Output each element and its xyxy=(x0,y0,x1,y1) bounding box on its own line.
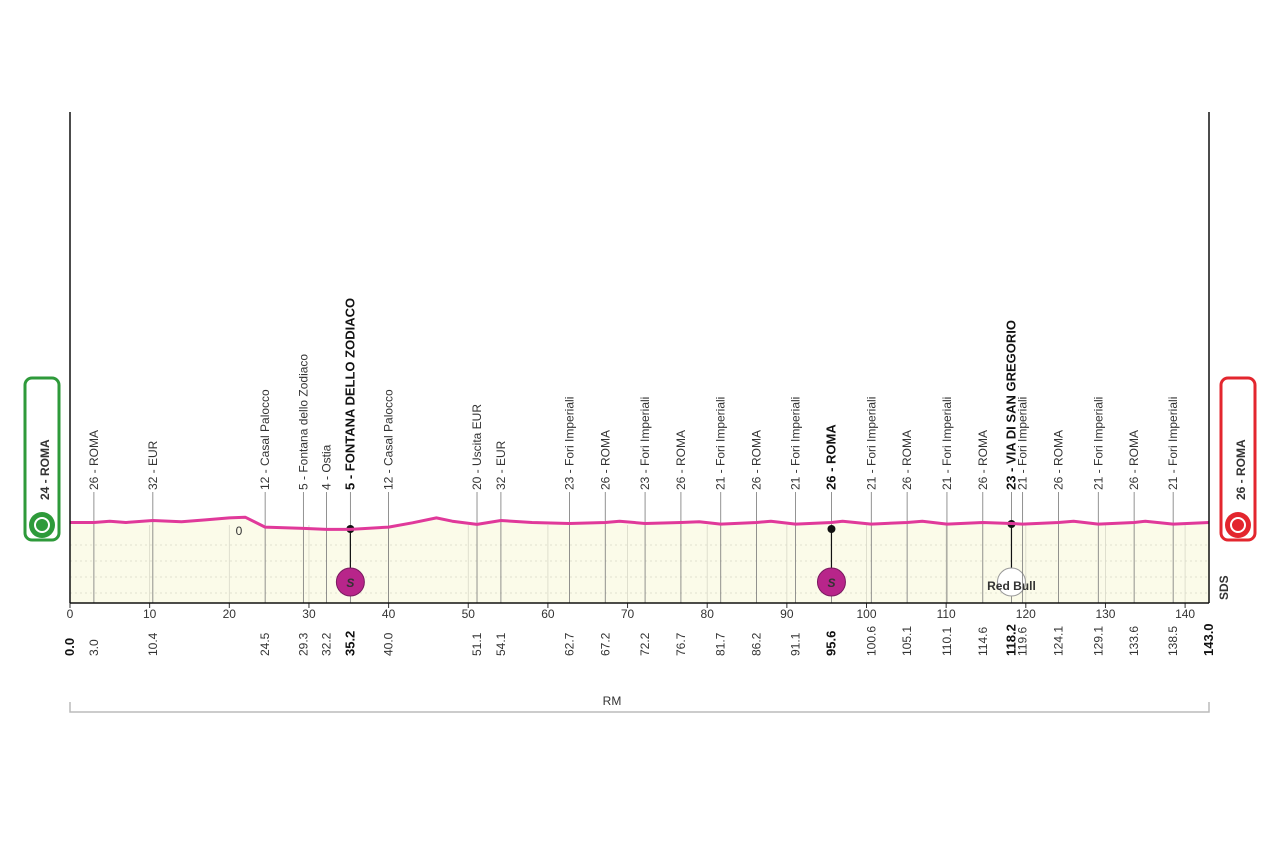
sprint-icon xyxy=(335,567,365,597)
x-tick-label: 0 xyxy=(67,607,74,621)
sprint-icon-label: S xyxy=(827,576,835,590)
waypoint-label: 26 - ROMA xyxy=(823,424,838,490)
waypoint-label: 12 - Casal Palocco xyxy=(382,389,396,490)
logo: SDS xyxy=(1217,575,1231,600)
waypoint-label: 32 - EUR xyxy=(494,440,508,490)
sponsor-icon xyxy=(996,567,1026,597)
elevation-marker: 0 xyxy=(236,524,243,538)
waypoint-label: 23 - VIA DI SAN GREGORIO xyxy=(1003,320,1018,490)
km-label: 29.3 xyxy=(296,632,310,656)
waypoint-label: 32 - EUR xyxy=(146,440,160,490)
km-label: 143.0 xyxy=(1201,623,1216,656)
waypoint-label: 26 - ROMA xyxy=(87,430,101,490)
x-tick-label: 10 xyxy=(143,607,157,621)
sponsor-icon-label: Red Bull xyxy=(987,579,1036,593)
km-label: 95.6 xyxy=(823,631,838,656)
km-label: 86.2 xyxy=(750,632,764,656)
waypoint-label: 26 - ROMA xyxy=(750,430,764,490)
waypoint-dot xyxy=(827,525,836,533)
x-tick-label: 80 xyxy=(701,607,715,621)
km-label: 91.1 xyxy=(789,632,803,656)
km-label: 81.7 xyxy=(714,632,728,656)
waypoint-label: 21 - Fori Imperiali xyxy=(1166,397,1180,490)
km-label: 3.0 xyxy=(87,639,101,656)
waypoint-label: 26 - ROMA xyxy=(1051,430,1065,490)
finish-label: 26 - ROMA xyxy=(1234,439,1248,500)
km-label: 76.7 xyxy=(674,632,688,656)
km-label: 62.7 xyxy=(562,632,576,656)
waypoint-label: 21 - Fori Imperiali xyxy=(1091,397,1105,490)
x-tick-label: 30 xyxy=(302,607,316,621)
x-tick-label: 70 xyxy=(621,607,635,621)
finish-icon xyxy=(1225,512,1251,538)
km-label: 40.0 xyxy=(382,632,396,656)
start-icon xyxy=(29,512,55,538)
waypoint-label: 26 - ROMA xyxy=(1127,430,1141,490)
waypoint-label: 26 - ROMA xyxy=(900,430,914,490)
x-tick-label: 90 xyxy=(780,607,794,621)
waypoint-label: 12 - Casal Palocco xyxy=(258,389,272,490)
waypoint-label: 21 - Fori Imperiali xyxy=(940,397,954,490)
waypoint-label: 5 - Fontana dello Zodiaco xyxy=(296,354,310,490)
x-tick-label: 130 xyxy=(1095,607,1115,621)
waypoint-label: 21 - Fori Imperiali xyxy=(1016,397,1030,490)
finish-box xyxy=(1219,376,1257,542)
x-tick-label: 140 xyxy=(1175,607,1195,621)
km-label: 51.1 xyxy=(470,632,484,656)
waypoint-label: 21 - Fori Imperiali xyxy=(864,397,878,490)
profile-line xyxy=(70,515,1210,531)
km-label: 124.1 xyxy=(1051,626,1065,656)
waypoint-label: 20 - Uscita EUR xyxy=(470,404,484,490)
waypoint-label: 26 - ROMA xyxy=(598,430,612,490)
km-label: 129.1 xyxy=(1091,626,1105,656)
waypoint-label: 4 - Ostia xyxy=(319,444,333,490)
km-label: 118.2 xyxy=(1003,624,1018,656)
waypoint-label: 26 - ROMA xyxy=(674,430,688,490)
km-label: 0.0 xyxy=(62,638,77,656)
waypoint-label: 26 - ROMA xyxy=(976,430,990,490)
x-tick-label: 50 xyxy=(462,607,476,621)
waypoint-label: 21 - Fori Imperiali xyxy=(714,397,728,490)
waypoint-label: 23 - Fori Imperiali xyxy=(638,397,652,490)
x-tick-label: 120 xyxy=(1016,607,1036,621)
x-tick-label: 40 xyxy=(382,607,396,621)
km-label: 67.2 xyxy=(598,632,612,656)
waypoint-label: 21 - Fori Imperiali xyxy=(789,397,803,490)
sprint-icon xyxy=(816,567,846,597)
x-tick-label: 110 xyxy=(937,607,956,621)
waypoint-label: 5 - FONTANA DELLO ZODIACO xyxy=(342,298,357,490)
km-label: 24.5 xyxy=(258,632,272,656)
km-label: 35.2 xyxy=(342,631,357,656)
km-label: 138.5 xyxy=(1166,626,1180,656)
start-label: 24 - ROMA xyxy=(38,439,52,500)
km-label: 10.4 xyxy=(146,632,160,656)
km-label: 119.6 xyxy=(1016,627,1030,656)
km-label: 100.6 xyxy=(864,626,878,656)
province-bracket xyxy=(69,702,1210,713)
km-label: 105.1 xyxy=(900,626,914,656)
km-label: 54.1 xyxy=(494,632,508,656)
x-tick-label: 60 xyxy=(541,607,555,621)
start-icon-inner xyxy=(34,517,50,533)
km-label: 110.1 xyxy=(940,627,954,656)
km-label: 72.2 xyxy=(638,632,652,656)
x-tick-label: 20 xyxy=(223,607,237,621)
finish-icon-inner xyxy=(1230,517,1246,533)
sprint-icon-label: S xyxy=(346,576,354,590)
x-tick-label: 100 xyxy=(856,607,876,621)
waypoint-label: 23 - Fori Imperiali xyxy=(562,397,576,490)
start-box xyxy=(23,376,61,542)
km-label: 114.6 xyxy=(976,627,990,656)
km-label: 133.6 xyxy=(1127,626,1141,656)
province-label: RM xyxy=(603,694,622,708)
km-label: 32.2 xyxy=(319,632,333,656)
